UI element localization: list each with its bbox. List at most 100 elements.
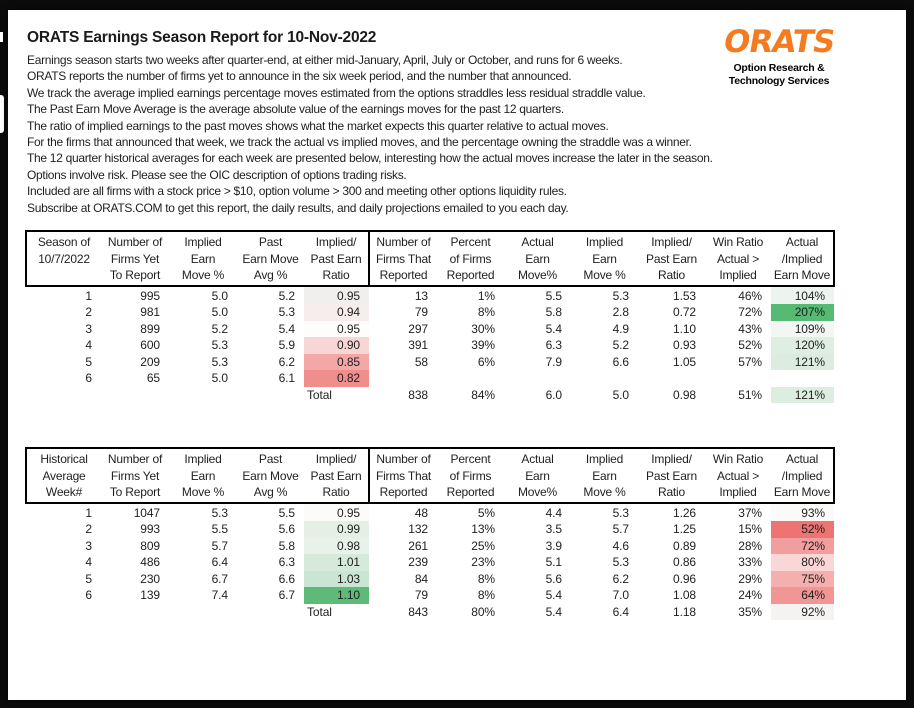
table-cell: 58 <box>414 354 428 369</box>
column-header: Past Earn Move Avg % <box>237 230 304 287</box>
table-cell: 5.2 <box>612 338 629 352</box>
column-header: Implied/Past Earn Ratio <box>304 447 369 504</box>
table-cell: 51% <box>738 387 762 402</box>
table-cell: 5.3 <box>211 338 228 352</box>
column-header: Implied/Past Earn Ratio <box>638 447 705 504</box>
table-cell: 5.4 <box>545 588 562 602</box>
table-cell: 5.0 <box>211 305 228 319</box>
column-header: Number of Firms That Reported <box>368 230 437 287</box>
table-cell: 65 <box>146 371 160 385</box>
table-cell: 5 <box>85 571 92 586</box>
table-cell <box>571 370 638 387</box>
table-cell: 1 <box>85 288 92 303</box>
table-cell: 1.18 <box>673 604 696 619</box>
column-header: Implied Earn Move % <box>169 447 237 504</box>
table-cell: 5.7 <box>211 538 228 553</box>
table-cell <box>705 370 771 387</box>
table-row: 2 993 5.5 5.6 0.99 132 13% 3.5 5.7 1.25 15% 52% <box>26 521 834 538</box>
column-header: Implied Earn Move % <box>571 447 638 504</box>
table-cell: 15% <box>738 522 762 536</box>
table-cell: 5.5 <box>211 522 228 536</box>
table-row: 3 809 5.7 5.8 0.98 261 25% 3.9 4.6 0.89 28% 72% <box>26 537 834 554</box>
table-cell: 121% <box>771 386 834 403</box>
table-cell: 1.03 <box>304 570 369 587</box>
column-header: Actual Earn Move% <box>504 230 571 287</box>
table-row: 1 1047 5.3 5.5 0.95 48 5% 4.4 5.3 1.26 37% 93% <box>26 502 834 521</box>
column-header: Actual Earn Move% <box>504 447 571 504</box>
table-cell: 7.9 <box>545 354 562 369</box>
table-cell <box>101 604 169 621</box>
table-cell: 0.94 <box>304 304 369 321</box>
table-cell: 5% <box>477 505 495 520</box>
table-cell: 6% <box>477 354 495 369</box>
table-cell: 5.7 <box>612 522 629 536</box>
table-cell: 1 <box>85 505 92 520</box>
table-cell: 35% <box>738 604 762 619</box>
table-cell: 6.4 <box>612 604 629 619</box>
table-cell: 52% <box>738 338 762 352</box>
intro-line: ORATS reports the number of firms yet to… <box>27 69 572 84</box>
table-cell: 995 <box>140 288 160 303</box>
table-cell: 79 <box>414 588 428 602</box>
table-cell: 5.1 <box>545 555 562 569</box>
table-cell: 6.6 <box>612 354 629 369</box>
table-cell: 6.3 <box>545 338 562 352</box>
table-cell: 230 <box>140 571 160 586</box>
table-cell: 0.96 <box>673 571 696 586</box>
table-cell: 6.4 <box>211 555 228 569</box>
table-cell: 6 <box>85 371 92 385</box>
column-header: Season of 10/7/2022 <box>25 230 101 287</box>
intro-line: Options involve risk. Please see the OIC… <box>27 167 407 182</box>
table-row: 5 230 6.7 6.6 1.03 84 8% 5.6 6.2 0.96 29% 75% <box>26 570 834 587</box>
table-cell: 33% <box>738 555 762 569</box>
table-cell: 1.10 <box>673 321 696 336</box>
table-cell: 6.6 <box>278 571 295 586</box>
orats-logo-text: ORATS <box>720 24 838 60</box>
table-cell: 7.4 <box>211 588 228 602</box>
table-cell: 5.5 <box>545 288 562 303</box>
column-header: Historical Average Week# <box>25 447 101 504</box>
table-cell: 52% <box>771 521 834 538</box>
table-cell: 0.93 <box>673 338 696 352</box>
table-cell: 120% <box>771 337 834 354</box>
table-cell: 5.6 <box>545 571 562 586</box>
table-cell: 5.4 <box>545 321 562 336</box>
table-cell: 84% <box>471 387 495 402</box>
orats-tagline-line1: Option Research & <box>733 62 825 74</box>
table-row: 1 995 5.0 5.2 0.95 13 1% 5.5 5.3 1.53 46% 104% <box>26 285 834 304</box>
table-cell: 29% <box>738 571 762 586</box>
table-cell <box>169 387 237 404</box>
column-header: Implied/Past Earn Ratio <box>304 230 369 287</box>
table-cell <box>504 370 571 387</box>
table-cell: 6.1 <box>278 371 295 385</box>
table-cell: 2 <box>85 522 92 536</box>
table-cell: 72% <box>771 537 834 554</box>
table-cell: 139 <box>140 588 160 602</box>
table-cell: 13 <box>414 288 428 303</box>
intro-line: The ratio of implied earnings to the pas… <box>27 118 609 133</box>
table-cell: 5.5 <box>278 505 295 520</box>
table-cell: 3 <box>85 538 92 553</box>
table-cell: 5.6 <box>278 522 295 536</box>
table-cell: 109% <box>771 320 834 337</box>
table-cell: 0.90 <box>304 337 369 354</box>
orats-tagline-line2: Technology Services <box>728 75 830 87</box>
table-cell: 23% <box>471 555 495 569</box>
table-cell: 4.6 <box>612 538 629 553</box>
table-cell: 6.0 <box>545 387 562 402</box>
column-header: Number of Firms Yet To Report <box>101 447 169 504</box>
table-cell: 3.5 <box>545 522 562 536</box>
table-cell: 13% <box>471 522 495 536</box>
intro-line: The Past Earn Move Average is the averag… <box>27 102 564 117</box>
table-total-row: Total 838 84% 6.0 5.0 0.98 51% 121% <box>26 386 834 404</box>
table-cell: 0.98 <box>673 387 696 402</box>
season-table: Season of 10/7/2022 Number of Firms Yet To R… <box>25 230 835 403</box>
table-cell: 5.4 <box>278 321 295 336</box>
table-row: 4 486 6.4 6.3 1.01 239 23% 5.1 5.3 0.86 33% 80% <box>26 554 834 571</box>
table-cell: 4 <box>85 338 92 352</box>
table-cell <box>101 387 169 404</box>
table-cell: Total <box>307 604 332 619</box>
column-header: Actual/Implied Earn Move <box>771 230 835 287</box>
table-cell: 6.3 <box>278 555 295 569</box>
table-cell: 0.95 <box>304 285 369 304</box>
